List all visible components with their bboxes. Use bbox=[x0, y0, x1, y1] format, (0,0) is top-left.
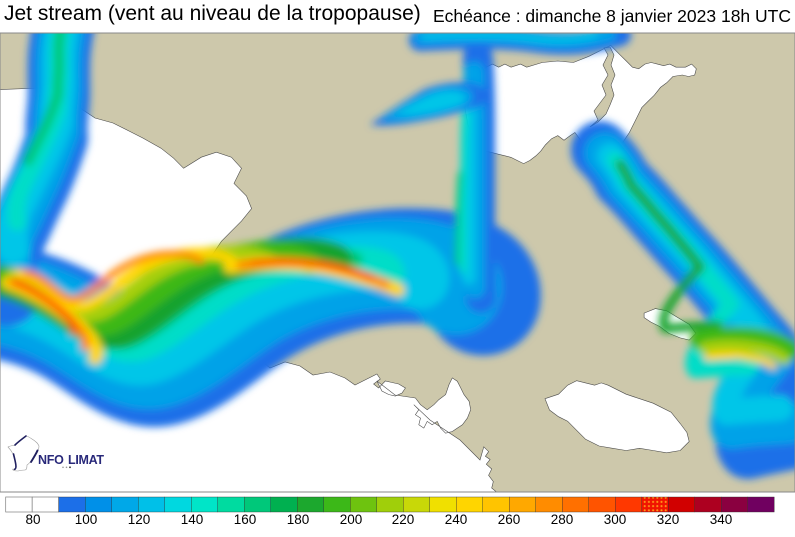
svg-text:LIMAT: LIMAT bbox=[68, 453, 104, 467]
svg-text:320: 320 bbox=[657, 512, 680, 527]
svg-text:NFO: NFO bbox=[38, 453, 64, 467]
svg-text:300: 300 bbox=[604, 512, 627, 527]
svg-text:200: 200 bbox=[340, 512, 363, 527]
svg-text:220: 220 bbox=[392, 512, 415, 527]
svg-text:120: 120 bbox=[128, 512, 151, 527]
svg-text:160: 160 bbox=[234, 512, 257, 527]
svg-text:180: 180 bbox=[287, 512, 310, 527]
svg-text:340: 340 bbox=[710, 512, 733, 527]
svg-text:140: 140 bbox=[181, 512, 204, 527]
svg-text:260: 260 bbox=[498, 512, 521, 527]
svg-text:80: 80 bbox=[25, 512, 40, 527]
svg-text:100: 100 bbox=[75, 512, 98, 527]
svg-text:280: 280 bbox=[551, 512, 574, 527]
svg-text:240: 240 bbox=[445, 512, 468, 527]
